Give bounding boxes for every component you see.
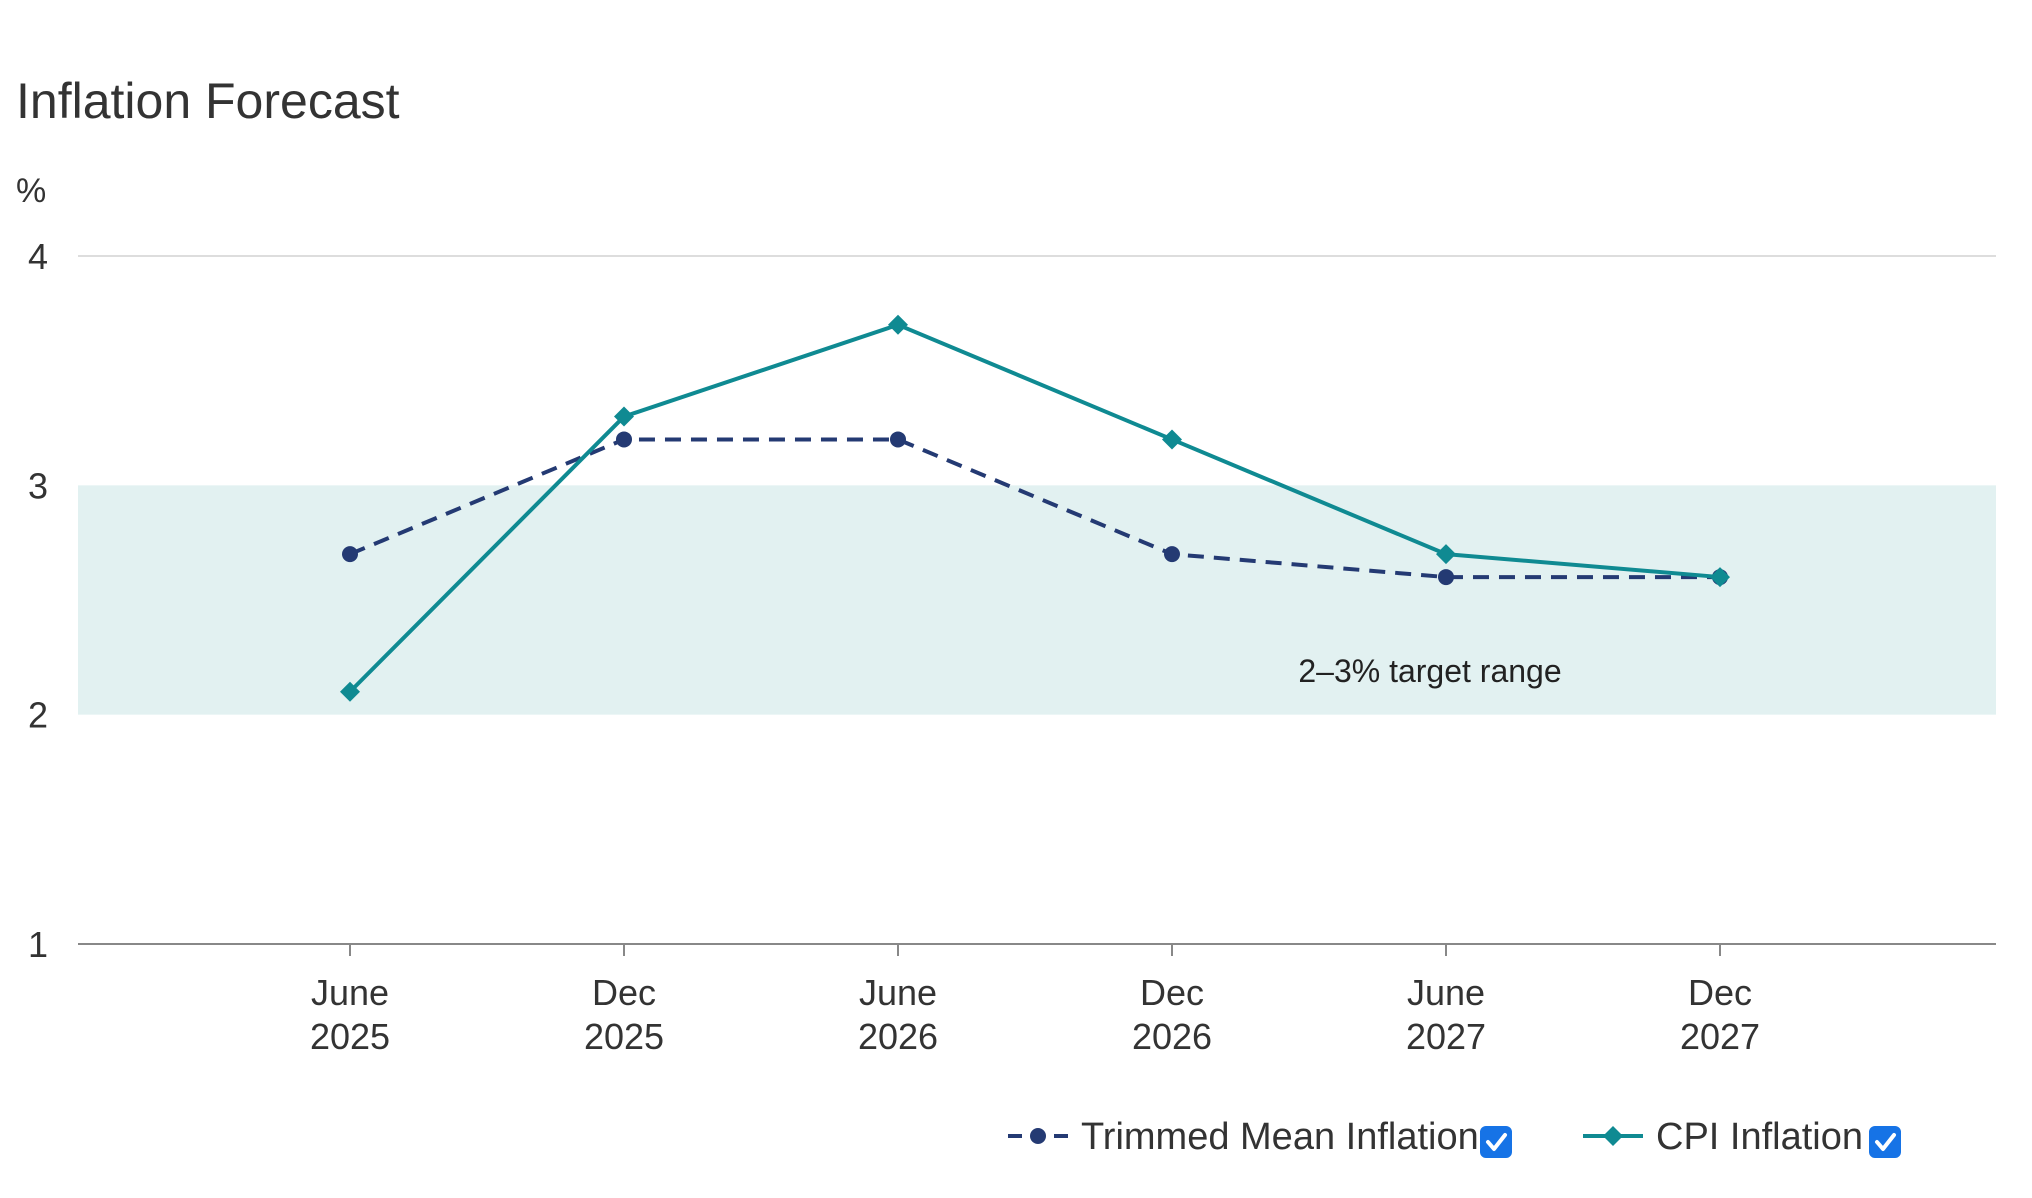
x-tick-label: 2025 [310, 1016, 390, 1057]
legend-cpi-checkbox[interactable] [1869, 1126, 1901, 1158]
cpi-data-point [614, 406, 634, 427]
x-tick-label: June [859, 972, 937, 1013]
trimmed-mean-data-point [890, 431, 906, 448]
checkbox-box [1869, 1126, 1901, 1158]
x-tick-label: Dec [592, 972, 656, 1013]
x-tick-label: 2027 [1406, 1016, 1486, 1057]
cpi-series-line [348, 322, 1721, 694]
trimmed-mean-data-point [1438, 569, 1454, 586]
check-icon [1486, 1133, 1507, 1151]
target-range-label: 2–3% target range [1298, 653, 1561, 689]
cpi-data-point [1710, 567, 1730, 588]
x-tick-label: Dec [1688, 972, 1752, 1013]
cpi-data-point [1436, 544, 1456, 565]
target-range-band [78, 485, 1996, 715]
x-tick-label: 2026 [1132, 1016, 1212, 1057]
legend-trimmed-mean-label: Trimmed Mean Inflation [1081, 1116, 1479, 1158]
legend-trimmed-mean-checkbox[interactable] [1480, 1126, 1512, 1158]
checkbox-box [1480, 1126, 1512, 1158]
series-layer [340, 314, 1730, 702]
legend: Trimmed Mean Inflation CPI Inflation [1008, 1116, 1901, 1158]
check-icon [1875, 1133, 1896, 1151]
x-tick-label: 2027 [1680, 1016, 1760, 1057]
x-tick-label: Dec [1140, 972, 1204, 1013]
y-tick-label: 3 [28, 465, 48, 506]
legend-item-trimmed-mean[interactable]: Trimmed Mean Inflation [1008, 1116, 1512, 1158]
legend-cpi-label: CPI Inflation [1656, 1116, 1863, 1158]
trimmed-mean-data-point [342, 546, 358, 563]
x-tick-label: 2026 [858, 1016, 938, 1057]
trimmed-mean-data-point [1164, 546, 1180, 563]
x-tick-label: 2025 [584, 1016, 664, 1057]
cpi-data-point [888, 314, 908, 335]
x-tick-label: June [1407, 972, 1485, 1013]
x-tick-layer: June2025Dec2025June2026Dec2026June2027De… [310, 944, 1760, 1057]
y-axis-unit-label: % [16, 172, 46, 210]
chart-title: Inflation Forecast [16, 73, 400, 129]
target-band-layer: 2–3% target range [78, 485, 1996, 715]
grid-layer [78, 255, 1996, 945]
legend-trimmed-mean-marker [1030, 1128, 1046, 1144]
y-tick-layer: 1 2 3 4 [28, 236, 48, 965]
y-tick-label: 1 [28, 924, 48, 965]
trimmed-mean-series-line [349, 437, 1720, 580]
trimmed-mean-data-point [616, 431, 632, 448]
y-tick-label: 4 [28, 236, 48, 277]
legend-item-cpi[interactable]: CPI Inflation [1583, 1116, 1901, 1158]
cpi-data-point [1162, 429, 1182, 450]
legend-cpi-marker [1603, 1126, 1623, 1146]
y-tick-label: 2 [28, 695, 48, 736]
cpi-data-point [340, 681, 360, 702]
x-tick-label: June [311, 972, 389, 1013]
